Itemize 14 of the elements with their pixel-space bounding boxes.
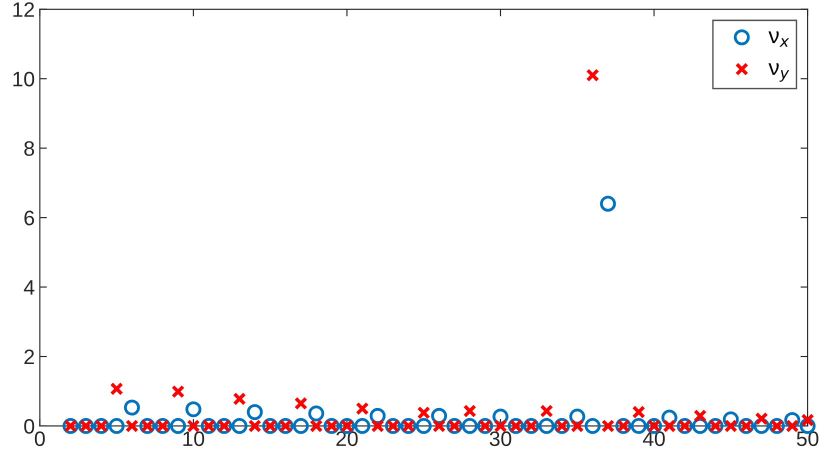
x-tick-label: 0 [34, 431, 45, 446]
x-tick-label: 20 [336, 431, 358, 446]
y-tick-label: 12 [13, 2, 34, 17]
legend-label: ν$_{y}$ [768, 63, 790, 82]
y-tick-label: 0 [24, 418, 34, 434]
y-tick-label: 10 [13, 72, 34, 86]
y-tick-label: 6 [24, 210, 34, 226]
x-tick-label: 10 [183, 431, 204, 446]
x-tick-label: 30 [490, 431, 512, 446]
y-tick-label: 8 [24, 141, 34, 156]
y-tick-label: 2 [24, 350, 34, 364]
y-tick-label: 4 [24, 280, 34, 295]
x-tick-label: 40 [642, 431, 665, 446]
legend-label: ν$_{x}$ [768, 31, 790, 47]
